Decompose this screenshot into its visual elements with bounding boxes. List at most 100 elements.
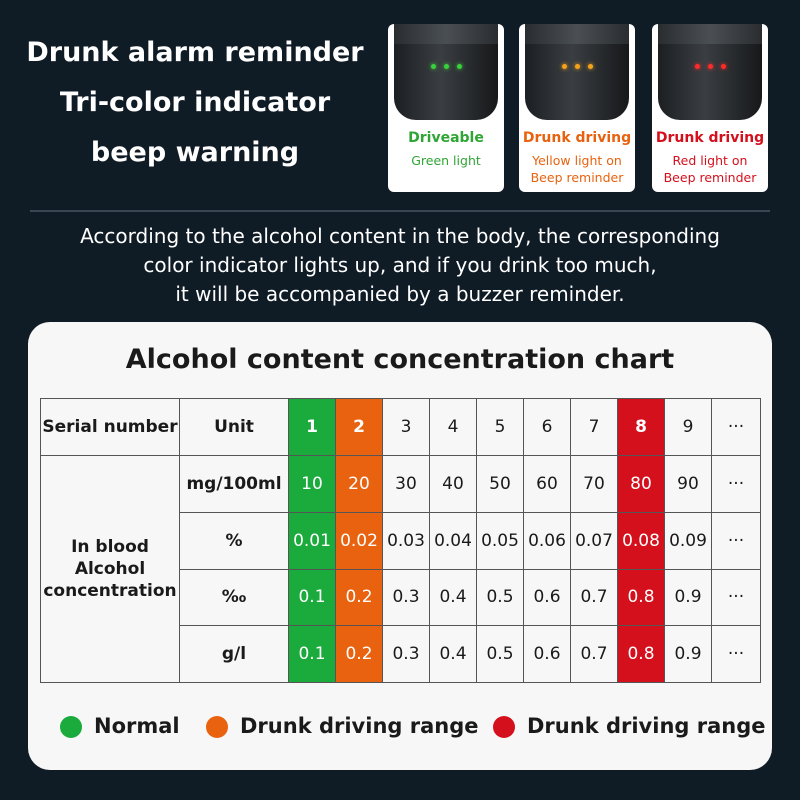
concentration-table: Serial number Unit 1 2 3 4 5 6 7 8 9 ···… bbox=[40, 398, 761, 683]
table-cell: ··· bbox=[711, 625, 761, 683]
table-cell: 0.5 bbox=[476, 568, 524, 627]
table-cell: 0.4 bbox=[429, 568, 477, 627]
table-cell: 40 bbox=[429, 455, 477, 513]
table-cell: 20 bbox=[335, 455, 383, 513]
legend-label: Normal bbox=[94, 714, 180, 738]
header-number: 5 bbox=[476, 398, 524, 456]
headline: Drunk alarm reminder Tri-color indicator… bbox=[20, 28, 370, 178]
header-unit: Unit bbox=[179, 398, 289, 456]
table-cell: 0.04 bbox=[429, 511, 477, 570]
header-serial: Serial number bbox=[40, 398, 180, 456]
table-cell: ··· bbox=[711, 511, 761, 570]
card-subtitle: Green light bbox=[388, 152, 504, 169]
table-cell: 0.1 bbox=[288, 568, 336, 627]
row-unit: mg/100ml bbox=[179, 455, 289, 513]
table-cell: 0.5 bbox=[476, 625, 524, 683]
device-image bbox=[394, 24, 498, 120]
card-title: Driveable bbox=[408, 130, 484, 146]
table-cell: ··· bbox=[711, 568, 761, 627]
header-number: 9 bbox=[664, 398, 712, 456]
table-cell: 0.3 bbox=[382, 625, 430, 683]
table-cell: 0.7 bbox=[570, 625, 618, 683]
table-cell: 90 bbox=[664, 455, 712, 513]
description-line: According to the alcohol content in the … bbox=[80, 224, 720, 248]
table-cell: 50 bbox=[476, 455, 524, 513]
table-cell: 0.06 bbox=[523, 511, 571, 570]
legend-label: Drunk driving range bbox=[527, 714, 766, 738]
table-row: % 0.01 0.02 0.03 0.04 0.05 0.06 0.07 0.0… bbox=[41, 511, 761, 570]
table-cell: ··· bbox=[711, 455, 761, 513]
table-cell: 0.1 bbox=[288, 625, 336, 683]
table-cell: 0.6 bbox=[523, 568, 571, 627]
table-row: g/l 0.1 0.2 0.3 0.4 0.5 0.6 0.7 0.8 0.9 … bbox=[41, 625, 761, 683]
card-subtitle-line: Red light on bbox=[672, 153, 748, 168]
legend-label: Drunk driving range bbox=[240, 714, 479, 738]
table-cell: 0.01 bbox=[288, 511, 336, 570]
headline-line-1: Drunk alarm reminder bbox=[26, 37, 364, 68]
row-group-label-line: Alcohol bbox=[74, 559, 146, 579]
table-cell: 80 bbox=[617, 455, 665, 513]
divider bbox=[30, 210, 770, 212]
header-number: 3 bbox=[382, 398, 430, 456]
headline-line-3: beep warning bbox=[90, 137, 300, 168]
headline-line-2: Tri-color indicator bbox=[59, 87, 331, 118]
header-row: Serial number Unit 1 2 3 4 5 6 7 8 9 ··· bbox=[40, 398, 761, 456]
card-subtitle-line: Beep reminder bbox=[663, 170, 757, 185]
table-cell: 0.9 bbox=[664, 625, 712, 683]
card-subtitle-line: Yellow light on bbox=[532, 153, 622, 168]
device-image bbox=[658, 24, 762, 120]
card-title: Drunk driving bbox=[522, 130, 632, 146]
row-group-label-line: In blood bbox=[71, 537, 149, 557]
table-cell: 0.8 bbox=[617, 568, 665, 627]
row-unit: ‰ bbox=[179, 568, 289, 627]
indicator-lights bbox=[525, 54, 629, 73]
card-subtitle-line: Beep reminder bbox=[530, 170, 624, 185]
card-subtitle-line: Green light bbox=[411, 153, 481, 168]
header-number: 1 bbox=[288, 398, 336, 456]
row-unit: % bbox=[179, 511, 289, 570]
legend-dot-icon bbox=[206, 716, 228, 738]
legend-dot-icon bbox=[493, 716, 515, 738]
description-line: it will be accompanied by a buzzer remin… bbox=[175, 282, 625, 306]
indicator-lights bbox=[658, 54, 762, 73]
header-number: 7 bbox=[570, 398, 618, 456]
row-unit: g/l bbox=[179, 625, 289, 683]
device-image bbox=[525, 24, 629, 120]
header-number: 2 bbox=[335, 398, 383, 456]
table-cell: 0.03 bbox=[382, 511, 430, 570]
chart-title: Alcohol content concentration chart bbox=[125, 344, 675, 375]
card-subtitle: Red light on Beep reminder bbox=[652, 152, 768, 186]
table-cell: 0.08 bbox=[617, 511, 665, 570]
table-cell: 0.6 bbox=[523, 625, 571, 683]
header-number: 8 bbox=[617, 398, 665, 456]
table-cell: 0.3 bbox=[382, 568, 430, 627]
table-cell: 0.09 bbox=[664, 511, 712, 570]
table-cell: 0.7 bbox=[570, 568, 618, 627]
row-group-label-line: concentration bbox=[43, 581, 177, 601]
table-cell: 0.02 bbox=[335, 511, 383, 570]
description: According to the alcohol content in the … bbox=[20, 222, 780, 309]
table-cell: 0.07 bbox=[570, 511, 618, 570]
table-cell: 0.05 bbox=[476, 511, 524, 570]
table-cell: 60 bbox=[523, 455, 571, 513]
legend-dot-icon bbox=[60, 716, 82, 738]
table-cell: 0.2 bbox=[335, 625, 383, 683]
indicator-lights bbox=[394, 54, 498, 73]
table-cell: 0.4 bbox=[429, 625, 477, 683]
chart-panel: Alcohol content concentration chart Seri… bbox=[28, 322, 772, 770]
indicator-card-green: Driveable Green light bbox=[388, 24, 504, 192]
table-cell: 70 bbox=[570, 455, 618, 513]
table-cell: 30 bbox=[382, 455, 430, 513]
indicator-card-red: Drunk driving Red light on Beep reminder bbox=[652, 24, 768, 192]
card-title: Drunk driving bbox=[655, 130, 765, 146]
description-line: color indicator lights up, and if you dr… bbox=[143, 253, 657, 277]
header-number: 4 bbox=[429, 398, 477, 456]
table-row: In blood Alcohol concentration mg/100ml … bbox=[40, 455, 761, 683]
header-number: 6 bbox=[523, 398, 571, 456]
table-cell: 0.8 bbox=[617, 625, 665, 683]
indicator-card-yellow: Drunk driving Yellow light on Beep remin… bbox=[519, 24, 635, 192]
table-row: ‰ 0.1 0.2 0.3 0.4 0.5 0.6 0.7 0.8 0.9 ··… bbox=[41, 568, 761, 627]
legend: Normal Drunk driving range Drunk driving… bbox=[28, 710, 772, 746]
card-subtitle: Yellow light on Beep reminder bbox=[519, 152, 635, 186]
table-cell: 0.9 bbox=[664, 568, 712, 627]
